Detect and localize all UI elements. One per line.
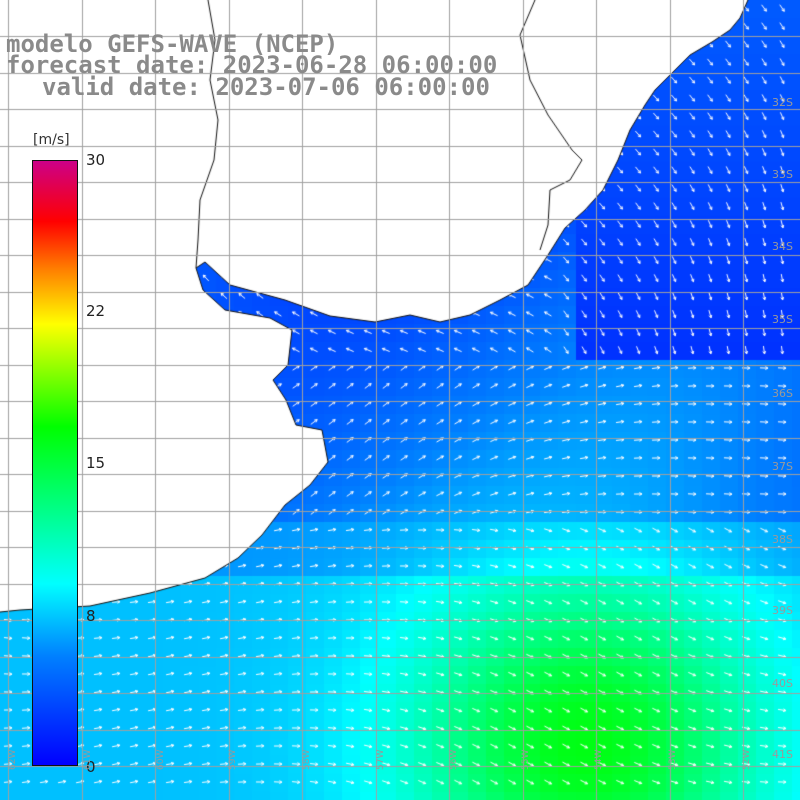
lon-label-57w: 57W (376, 749, 386, 770)
lon-label-61w: 61W (83, 749, 93, 770)
colorbar-unit: [m/s] (33, 132, 70, 148)
lat-label-32s: 32S (772, 96, 793, 109)
colorbar-tick-22: 22 (86, 302, 106, 320)
lat-label-33s: 33S (772, 168, 793, 181)
lat-label-38s: 38S (772, 533, 793, 546)
lat-label-41s: 41S (772, 748, 793, 761)
colorbar-tick-0: 0 (86, 758, 96, 776)
title-model: modelo GEFS-WAVE (NCEP) (6, 30, 339, 58)
lat-label-39s: 39S (772, 604, 793, 617)
colorbar-tick-30: 30 (86, 151, 106, 169)
lon-label-58w: 58W (302, 749, 312, 770)
lat-label-34s: 34S (772, 240, 793, 253)
lon-label-53w: 53W (668, 749, 678, 770)
lon-label-60w: 60W (156, 749, 166, 770)
lon-label-55w: 55W (521, 749, 531, 770)
lon-label-54w: 54W (594, 749, 604, 770)
title-valid-date: valid date: 2023-07-06 06:00:00 (42, 73, 490, 101)
lon-label-62w: 62W (8, 749, 18, 770)
colorbar (32, 160, 78, 766)
lat-label-40s: 40S (772, 677, 793, 690)
colorbar-tick-8: 8 (86, 607, 96, 625)
lat-label-35s: 35S (772, 313, 793, 326)
title-forecast-date: forecast date: 2023-06-28 06:00:00 (6, 51, 498, 79)
colorbar-tick-15: 15 (86, 454, 106, 472)
lon-label-52w: 52W (742, 749, 752, 770)
lon-label-59w: 59W (228, 749, 238, 770)
lat-label-37s: 37S (772, 460, 793, 473)
lat-label-36s: 36S (772, 387, 793, 400)
lon-label-56w: 56W (449, 749, 459, 770)
